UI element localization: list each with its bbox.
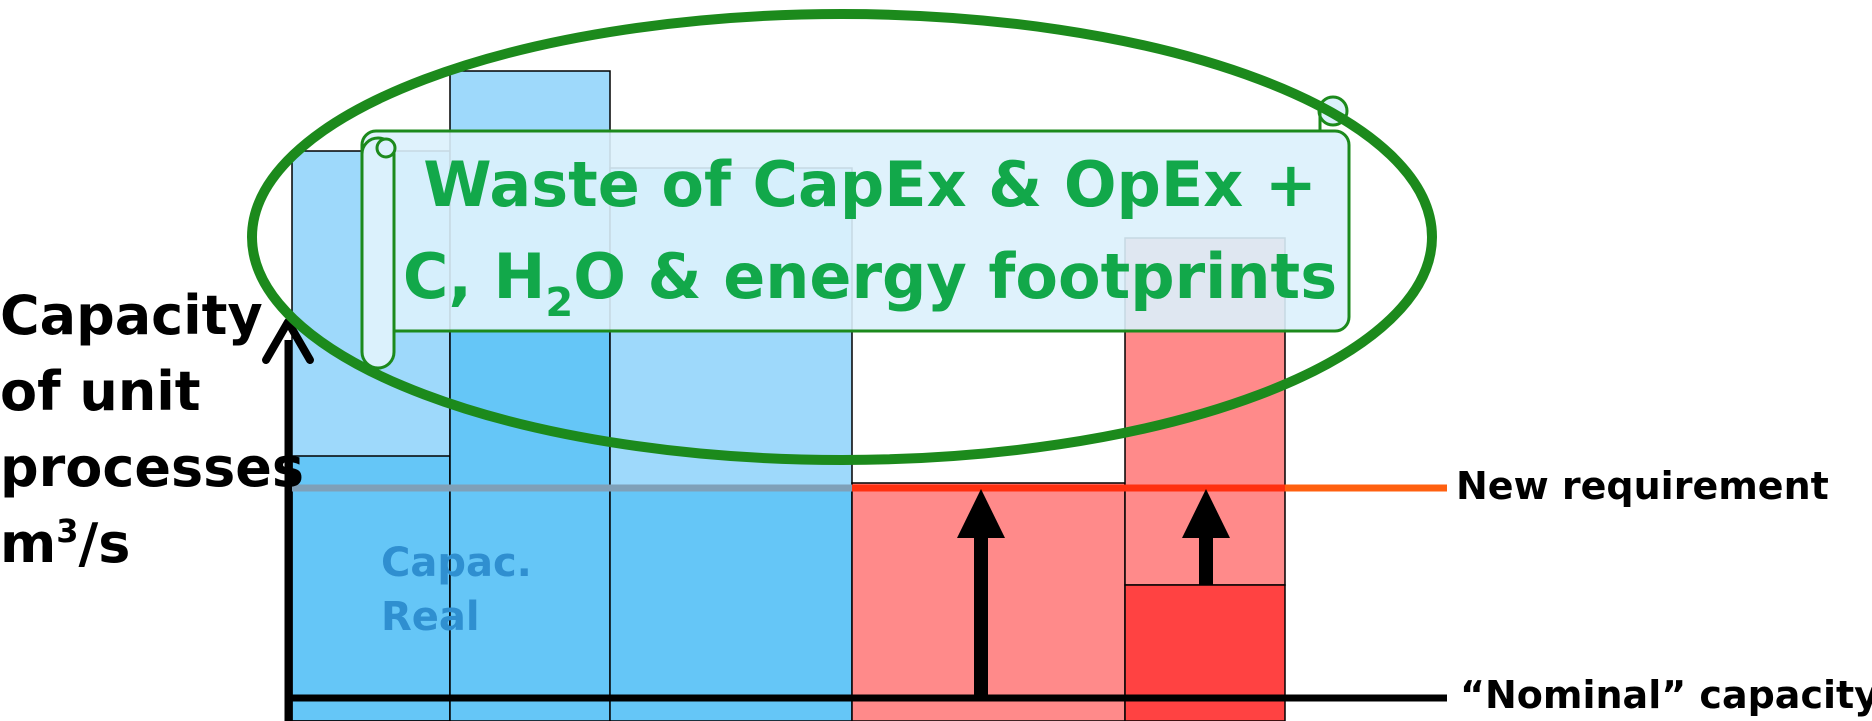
real-capacity-label-line-2: Real xyxy=(381,594,480,640)
bar-1-real xyxy=(291,455,451,721)
nominal-capacity-label: “Nominal” capacity xyxy=(1460,673,1872,717)
bar-2-real xyxy=(450,328,610,721)
arrow-4-head xyxy=(957,489,1005,538)
new-requirement-label: New requirement xyxy=(1456,464,1829,508)
banner-line-2: C, H2O & energy footprints xyxy=(395,240,1345,326)
unit-tail: /s xyxy=(78,512,131,575)
banner-line-2-a: C, H xyxy=(402,240,546,313)
waste-ellipse xyxy=(247,9,1437,465)
unit-base: m xyxy=(0,512,57,575)
banner-line-1: Waste of CapEx & OpEx + xyxy=(423,148,1317,221)
y-axis-label-line-1: Capacity xyxy=(0,284,263,347)
arrow-5-head xyxy=(1182,489,1230,538)
real-capacity-label-line-1: Capac. xyxy=(381,540,532,586)
y-axis-label-line-4: m3/s xyxy=(0,506,304,589)
y-axis-label-line-3: processes xyxy=(0,436,305,499)
bar-3-real xyxy=(610,487,852,721)
scroll-left-curl xyxy=(375,137,397,159)
real-capacity-label: Capac. Real xyxy=(381,536,532,644)
y-axis-label: Capacity of unit processes m3/s xyxy=(0,278,304,589)
banner-line-2-b: O & energy footprints xyxy=(573,240,1338,313)
banner-line-2-sub: 2 xyxy=(545,280,574,326)
y-axis-arrowhead xyxy=(262,318,314,364)
unit-sup: 3 xyxy=(56,512,79,550)
scroll-left-roll xyxy=(360,136,396,370)
y-axis-label-line-2: of unit xyxy=(0,360,201,423)
